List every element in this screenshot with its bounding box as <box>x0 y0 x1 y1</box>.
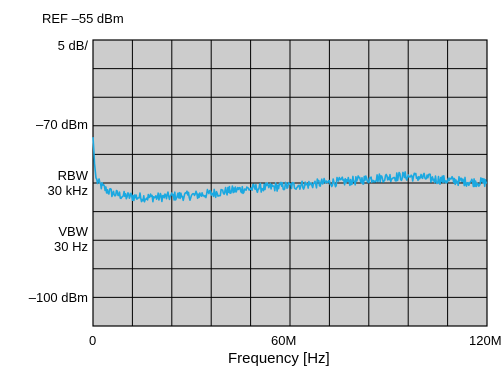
rbw-value-label: 30 kHz <box>47 183 88 198</box>
x-tick-60m: 60M <box>271 333 297 348</box>
x-axis-title: Frequency [Hz] <box>228 350 330 367</box>
ref-level-label: REF –55 dBm <box>42 11 124 26</box>
scale-label: 5 dB/ <box>57 38 88 53</box>
vbw-title-label: VBW <box>58 224 88 239</box>
spectrum-trace <box>92 137 488 203</box>
rbw-title-label: RBW <box>57 168 88 183</box>
vbw-value-label: 30 Hz <box>54 239 88 254</box>
level-100-label: –100 dBm <box>28 290 88 305</box>
x-tick-120m: 120M <box>469 333 502 348</box>
x-tick-0: 0 <box>89 333 97 348</box>
level-70-label: –70 dBm <box>35 117 88 132</box>
